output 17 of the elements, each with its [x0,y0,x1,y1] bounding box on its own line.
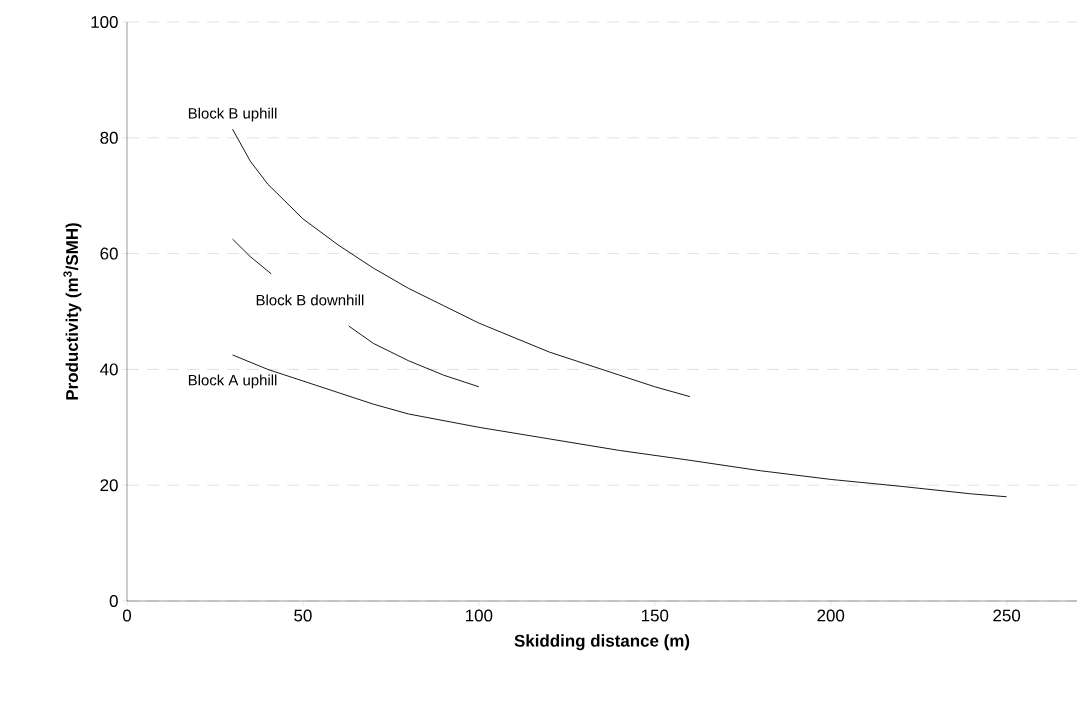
x-tick-label: 200 [817,609,845,622]
y-tick-label: 100 [91,15,118,28]
y-tick-label: 40 [100,363,118,376]
y-tick-label: 20 [100,479,118,492]
x-tick-label: 250 [993,609,1021,622]
x-tick-label: 150 [641,609,669,622]
series-label: Block A uphill [188,374,277,389]
y-tick-label: 0 [109,595,118,607]
x-tick-label: 50 [294,609,312,622]
y-tick-label: 80 [100,131,118,144]
series-label: Block B uphill [188,107,277,122]
x-axis-title: Skidding distance (m) [514,634,690,651]
series-label: Block B downhill [256,294,364,306]
x-tick-label: 100 [466,609,493,622]
y-axis-title: Productivity (m$^{3}$/SMH) [63,223,82,400]
x-tick-label: 0 [122,609,132,622]
y-tick-label: 60 [100,247,118,260]
